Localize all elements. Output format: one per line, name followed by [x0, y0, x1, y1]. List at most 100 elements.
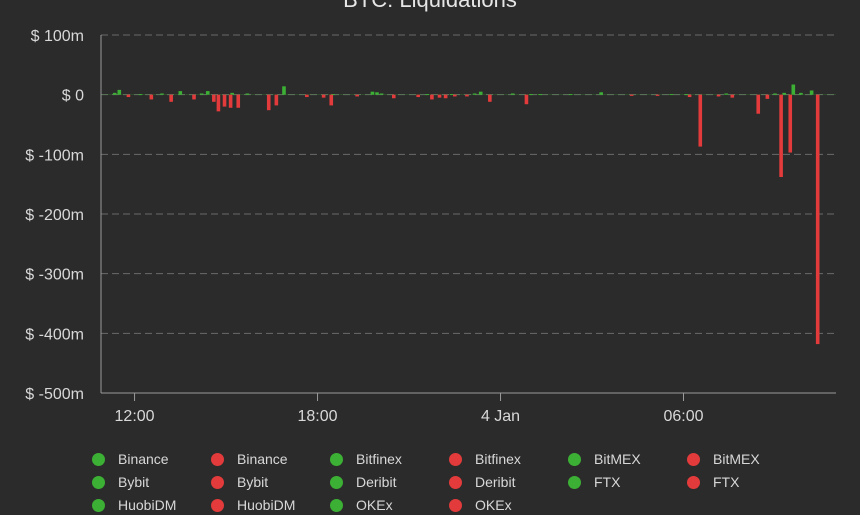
legend-item[interactable]: BitMEX: [687, 449, 806, 469]
long-liquidation-bar[interactable]: [245, 93, 250, 95]
long-liquidation-bar[interactable]: [375, 92, 379, 95]
legend-item[interactable]: Bybit: [92, 472, 211, 492]
short-liquidation-bar[interactable]: [655, 94, 660, 96]
short-liquidation-bar[interactable]: [716, 94, 721, 97]
legend-item[interactable]: Bitfinex: [330, 449, 449, 469]
long-liquidation-bar[interactable]: [809, 90, 814, 95]
short-liquidation-bar[interactable]: [212, 94, 216, 102]
long-liquidation-bar[interactable]: [568, 94, 573, 96]
legend-item[interactable]: OKEx: [330, 495, 449, 515]
legend-item[interactable]: Binance: [92, 449, 211, 469]
legend-item[interactable]: HuobiDM: [211, 495, 330, 515]
legend-label: BitMEX: [713, 451, 760, 467]
short-liquidation-bar[interactable]: [730, 94, 735, 98]
short-liquidation-bar[interactable]: [687, 94, 692, 98]
long-liquidation-bar[interactable]: [282, 86, 286, 95]
short-liquidation-bar[interactable]: [321, 94, 326, 98]
x-tick-label: 12:00: [115, 408, 155, 425]
short-liquidation-bar[interactable]: [437, 94, 442, 98]
legend-item[interactable]: OKEx: [449, 495, 568, 515]
short-liquidation-bar[interactable]: [274, 94, 279, 106]
short-liquidation-bar[interactable]: [355, 94, 359, 97]
legend-item[interactable]: Bybit: [211, 472, 330, 492]
legend-item[interactable]: Deribit: [449, 472, 568, 492]
short-liquidation-bar[interactable]: [452, 94, 457, 97]
short-liquidation-bar[interactable]: [779, 94, 783, 178]
short-liquidation-bar[interactable]: [698, 94, 703, 147]
short-liquidation-bar[interactable]: [169, 94, 173, 102]
long-liquidation-bar[interactable]: [230, 92, 234, 95]
long-liquidation-bar[interactable]: [138, 94, 143, 96]
short-liquidation-bar[interactable]: [488, 94, 492, 102]
long-liquidation-bar[interactable]: [529, 94, 533, 96]
gridlines: [101, 34, 836, 334]
legend-label: Deribit: [356, 474, 397, 490]
long-liquidation-bar[interactable]: [379, 93, 384, 95]
short-liquidation-bar[interactable]: [815, 94, 820, 345]
short-liquidation-bar[interactable]: [149, 94, 154, 100]
short-liquidation-bar[interactable]: [216, 94, 221, 112]
long-liquidation-bar[interactable]: [799, 92, 803, 95]
long-liquidation-bar[interactable]: [669, 94, 674, 96]
short-liquidation-bar[interactable]: [192, 94, 196, 100]
legend-item[interactable]: HuobiDM: [92, 495, 211, 515]
short-liquidation-bar[interactable]: [765, 94, 770, 99]
short-liquidation-bar[interactable]: [222, 94, 227, 107]
long-liquidation-bar[interactable]: [773, 93, 777, 95]
legend-item[interactable]: FTX: [568, 472, 687, 492]
short-liquidation-bar[interactable]: [416, 94, 420, 98]
long-liquidation-bar[interactable]: [199, 93, 204, 95]
legend-label: OKEx: [356, 497, 393, 513]
y-tick-label: $ 100m: [31, 28, 84, 45]
legend-label: Deribit: [475, 474, 516, 490]
short-liquidation-bar[interactable]: [329, 94, 334, 106]
long-liquidation-bar[interactable]: [117, 89, 122, 95]
long-liquidation-bar[interactable]: [425, 94, 430, 96]
long-liquidation-bar[interactable]: [205, 91, 210, 95]
long-liquidation-bar[interactable]: [472, 93, 477, 95]
legend-item[interactable]: Deribit: [330, 472, 449, 492]
short-liquidation-bar[interactable]: [756, 94, 761, 114]
legend-dot-icon: [449, 475, 462, 489]
short-liquidation-bar[interactable]: [629, 94, 634, 96]
x-tick-label: 18:00: [298, 408, 338, 425]
legend-dot-icon: [568, 452, 581, 466]
short-liquidation-bar[interactable]: [228, 94, 233, 108]
x-tick-label: 06:00: [663, 408, 703, 425]
long-liquidation-bar[interactable]: [112, 92, 117, 95]
short-liquidation-bar[interactable]: [266, 94, 271, 111]
short-liquidation-bar[interactable]: [430, 94, 434, 100]
long-liquidation-bar[interactable]: [370, 91, 375, 95]
long-liquidation-bar[interactable]: [791, 84, 796, 95]
long-liquidation-bar[interactable]: [510, 93, 515, 95]
legend-dot-icon: [687, 475, 700, 489]
legend-label: FTX: [713, 474, 740, 490]
short-liquidation-bar[interactable]: [126, 94, 131, 98]
legend-label: Bybit: [237, 474, 269, 490]
legend-label: Bitfinex: [356, 451, 402, 467]
long-liquidation-bar[interactable]: [538, 94, 542, 96]
legend-label: HuobiDM: [118, 497, 177, 513]
short-liquidation-bar[interactable]: [524, 94, 529, 105]
long-liquidation-bar[interactable]: [178, 91, 183, 95]
short-liquidation-bar[interactable]: [465, 94, 469, 97]
long-liquidation-bar[interactable]: [599, 92, 603, 95]
long-liquidation-bar[interactable]: [724, 93, 729, 95]
legend-item[interactable]: Bitfinex: [449, 449, 568, 469]
short-liquidation-bar[interactable]: [305, 94, 309, 98]
long-liquidation-bar[interactable]: [449, 94, 454, 96]
legend-item[interactable]: Binance: [211, 449, 330, 469]
legend-label: BitMEX: [594, 451, 641, 467]
long-liquidation-bar[interactable]: [478, 91, 483, 95]
short-liquidation-bar[interactable]: [236, 94, 241, 108]
long-liquidation-bar[interactable]: [330, 94, 335, 96]
short-liquidation-bar[interactable]: [788, 94, 793, 153]
long-liquidation-bar[interactable]: [782, 92, 786, 95]
long-liquidation-bar[interactable]: [684, 94, 689, 96]
short-liquidation-bar[interactable]: [391, 94, 396, 99]
legend-item[interactable]: BitMEX: [568, 449, 687, 469]
legend-item[interactable]: FTX: [687, 472, 806, 492]
y-tick-label: $ -200m: [25, 207, 84, 224]
short-liquidation-bar[interactable]: [443, 94, 448, 99]
long-liquidation-bar[interactable]: [160, 93, 164, 95]
